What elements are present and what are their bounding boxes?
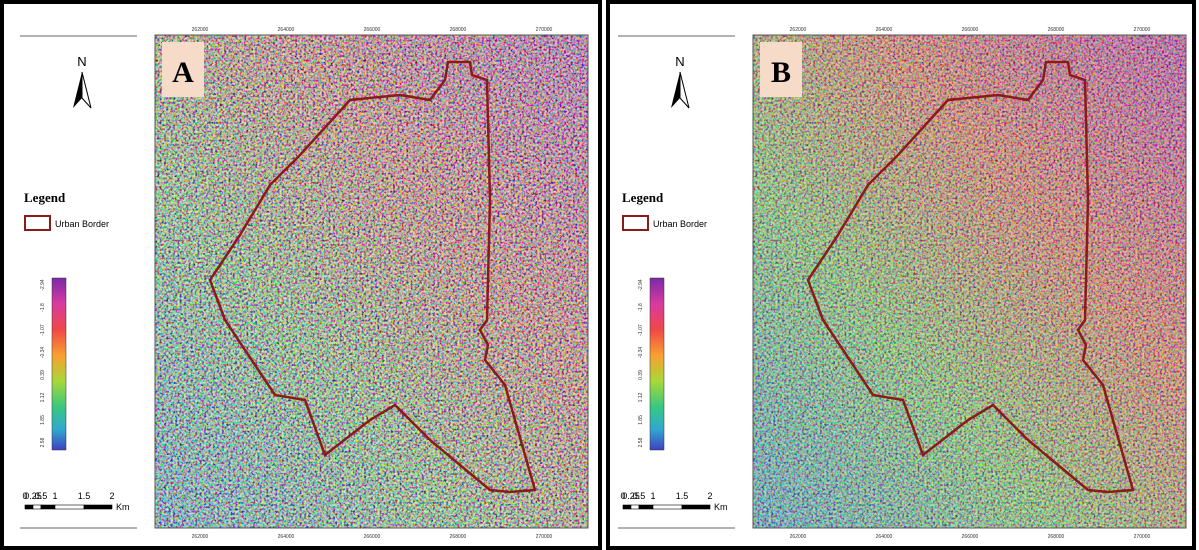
- legend-swatch: [622, 215, 649, 231]
- coordinate-label: 268000: [1048, 27, 1065, 33]
- map-frame: [752, 34, 1187, 529]
- colorbar-label: 1.85: [638, 415, 644, 425]
- coordinate-label: 266000: [364, 534, 381, 540]
- map-panel: B 262000 262000 264000 264000 266000 266000 268…: [606, 0, 1196, 550]
- legend-item: Urban Border: [653, 219, 707, 229]
- coordinate-label: 268000: [450, 534, 467, 540]
- coordinate-label: 266000: [364, 27, 381, 33]
- coordinate-label: 270000: [1134, 27, 1151, 33]
- coordinate-label: 262000: [790, 27, 807, 33]
- urban-border: [208, 60, 537, 494]
- scale-label: 0.5: [633, 491, 646, 501]
- scale-segment: [652, 504, 683, 510]
- coordinate-label: 264000: [876, 534, 893, 540]
- colorbar-label: 2.58: [40, 437, 46, 447]
- scale-label: 1: [650, 491, 655, 501]
- scale-label: 0.5: [35, 491, 48, 501]
- scale-segment: [83, 504, 113, 510]
- scale-label: 0.25: [24, 491, 42, 501]
- colorbar-label: 1.12: [40, 392, 46, 402]
- north-label: N: [77, 54, 86, 69]
- scale-label: 1.5: [78, 491, 91, 501]
- north-arrow: [679, 71, 690, 109]
- colorbar: [51, 277, 67, 451]
- scale-unit: Km: [714, 502, 728, 512]
- coordinate-label: 270000: [536, 534, 553, 540]
- legend-item: Urban Border: [55, 219, 109, 229]
- scale-label: 1.5: [676, 491, 689, 501]
- scale-label: 1: [52, 491, 57, 501]
- legend-swatch: [24, 215, 51, 231]
- north-arrow: [73, 72, 82, 108]
- north-arrow: [81, 71, 92, 109]
- scale-segment: [24, 504, 34, 510]
- colorbar: [649, 277, 665, 451]
- scale-segment: [40, 504, 56, 510]
- colorbar-label: 1.85: [40, 415, 46, 425]
- raster-tint: [155, 35, 588, 528]
- scale-label: 0.25: [622, 491, 640, 501]
- scale-segment: [32, 504, 42, 510]
- colorbar-label: -0.34: [40, 347, 46, 359]
- coordinate-label: 262000: [192, 27, 209, 33]
- colorbar-label: -1.07: [638, 324, 644, 336]
- scale-unit: Km: [116, 502, 130, 512]
- coordinate-label: 266000: [962, 534, 979, 540]
- colorbar-label: 0.39: [40, 370, 46, 380]
- legend-title: Legend: [24, 190, 66, 205]
- colorbar-label: -2.94: [638, 279, 644, 291]
- urban-border: [806, 60, 1135, 494]
- coordinate-label: 262000: [192, 534, 209, 540]
- coordinate-label: 270000: [1134, 534, 1151, 540]
- map-panel: A 262000 262000 264000 264000 266000 266000 268…: [0, 0, 602, 550]
- scale-label: 0: [620, 491, 625, 501]
- colorbar-label: -1.07: [40, 324, 46, 336]
- panel-label-box: [162, 42, 204, 97]
- coordinate-label: 268000: [1048, 534, 1065, 540]
- coordinate-label: 266000: [962, 27, 979, 33]
- coordinate-label: 270000: [536, 27, 553, 33]
- raster-tint: [753, 35, 1186, 528]
- north-label: N: [675, 54, 684, 69]
- colorbar-label: 0.39: [638, 370, 644, 380]
- scale-label: 2: [707, 491, 712, 501]
- legend-title: Legend: [622, 190, 664, 205]
- colorbar-label: -1.8: [638, 303, 644, 312]
- scale-label: 0: [22, 491, 27, 501]
- scale-label: 2: [109, 491, 114, 501]
- colorbar-label: 2.58: [638, 437, 644, 447]
- north-arrow: [671, 72, 680, 108]
- scale-segment: [638, 504, 654, 510]
- colorbar-label: -1.8: [40, 303, 46, 312]
- panel-label: A: [172, 56, 194, 89]
- coordinate-label: 264000: [278, 27, 295, 33]
- colorbar-label: 1.12: [638, 392, 644, 402]
- scale-segment: [630, 504, 640, 510]
- colorbar-label: -0.34: [638, 347, 644, 359]
- map-frame: [154, 34, 589, 529]
- coordinate-label: 264000: [278, 534, 295, 540]
- scale-segment: [681, 504, 711, 510]
- coordinate-label: 262000: [790, 534, 807, 540]
- panel-label-box: [760, 42, 802, 97]
- panel-label: B: [771, 56, 791, 89]
- coordinate-label: 268000: [450, 27, 467, 33]
- coordinate-label: 264000: [876, 27, 893, 33]
- colorbar-label: -2.94: [40, 279, 46, 291]
- scale-segment: [622, 504, 632, 510]
- scale-segment: [54, 504, 85, 510]
